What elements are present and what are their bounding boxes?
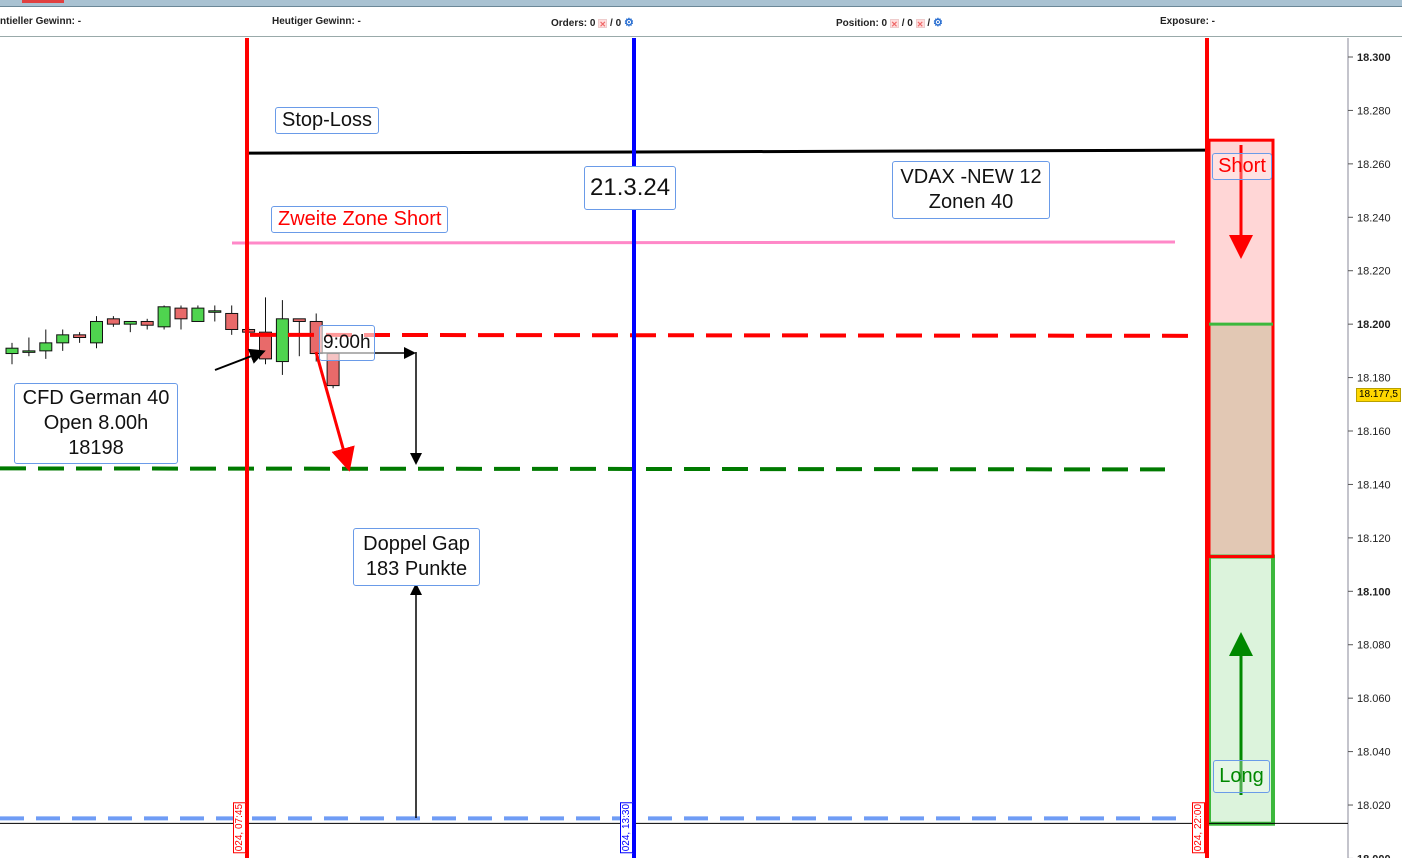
candle-body: [22, 350, 36, 353]
neutral-zone: [1209, 324, 1274, 557]
date-label[interactable]: 21.3.24: [584, 166, 677, 210]
long-label[interactable]: Long: [1213, 760, 1270, 793]
gap-line2: 183 Punkte: [365, 558, 468, 580]
position-sep2: /: [927, 18, 931, 29]
axis-tick-label: 18.260: [1357, 159, 1391, 171]
nine-oclock-label[interactable]: 9:00h: [319, 325, 375, 361]
axis-tick-label: 18.000: [1357, 853, 1391, 858]
current-price-marker: 18.177,5: [1356, 388, 1401, 402]
arrow-to-open: [214, 348, 266, 371]
gap-line1: Doppel Gap: [363, 533, 470, 555]
axis-tick-label: 18.300: [1357, 52, 1391, 64]
candle-body: [292, 318, 306, 322]
candle-body: [56, 334, 70, 344]
axis-tick-label: 18.180: [1357, 373, 1391, 385]
candle-body: [275, 318, 289, 363]
exposure: Exposure: -: [1160, 16, 1216, 27]
candle-body: [191, 307, 205, 322]
axis-tick-label: 18.160: [1357, 426, 1391, 438]
position-sep: / 0: [901, 18, 913, 29]
candle-body: [39, 342, 53, 352]
candle-body: [174, 307, 188, 320]
close-position2-icon[interactable]: ✕: [915, 18, 925, 29]
axis-tick-label: 18.220: [1357, 266, 1391, 278]
date-marker-1330: 024, 13:30: [620, 802, 633, 854]
stop-loss-line: [246, 148, 1208, 155]
open-level-line: [249, 332, 1191, 338]
candle-body: [123, 320, 137, 325]
drop-arrow: [314, 351, 355, 472]
axis-tick-label: 18.200: [1357, 319, 1391, 331]
zone2-short-label[interactable]: Zweite Zone Short: [271, 206, 449, 233]
candle-body: [225, 312, 239, 330]
axis-tick-label: 18.040: [1357, 747, 1391, 759]
vdax-line2: Zonen 40: [928, 191, 1014, 213]
tab-indicator: [22, 0, 64, 3]
candle-body: [73, 334, 87, 339]
candle-body: [157, 306, 171, 328]
axis-tick-label: 18.120: [1357, 533, 1391, 545]
cancel-orders-icon[interactable]: ✕: [598, 18, 608, 29]
cfd-line1: CFD German 40: [22, 387, 170, 409]
candle-body: [208, 310, 222, 313]
candle-body: [106, 318, 120, 325]
date-marker-2200: 024, 22:00: [1192, 802, 1205, 854]
position-settings-icon[interactable]: ⚙: [932, 17, 943, 29]
orders-label: Orders: 0: [551, 18, 596, 29]
potential-profit: ntieller Gewinn: -: [0, 16, 82, 27]
cfd-open-label[interactable]: CFD German 40 Open 8.00h 18198: [14, 383, 178, 464]
orders-sep: / 0: [610, 18, 622, 29]
axis-tick-label: 18.100: [1357, 586, 1391, 598]
double-gap-label[interactable]: Doppel Gap 183 Punkte: [353, 528, 480, 586]
zone2-short-line: [231, 240, 1176, 245]
date-marker-0745: 024, 07:45: [233, 802, 246, 854]
candle-body: [5, 347, 19, 355]
orders-settings-icon[interactable]: ⚙: [623, 17, 634, 29]
axis-tick-label: 18.020: [1357, 800, 1391, 812]
axis-tick-label: 18.080: [1357, 640, 1391, 652]
stop-loss-label[interactable]: Stop-Loss: [275, 107, 380, 134]
axis-tick-label: 18.240: [1357, 212, 1391, 224]
candle-body: [90, 320, 103, 344]
target-level-line: [0, 466, 1166, 472]
account-info-bar: ntieller Gewinn: - Heutiger Gewinn: - Or…: [0, 7, 1402, 37]
axis-tick-label: 18.280: [1357, 105, 1391, 117]
vdax-label[interactable]: VDAX -NEW 12 Zonen 40: [892, 161, 1050, 219]
cfd-line3: 18198: [68, 437, 124, 459]
vdax-line1: VDAX -NEW 12: [900, 166, 1042, 188]
today-profit: Heutiger Gewinn: -: [272, 16, 361, 27]
axis-tick-label: 18.060: [1357, 693, 1391, 705]
cfd-line2: Open 8.00h: [43, 412, 149, 434]
axis-tick-label: 18.140: [1357, 479, 1391, 491]
window-titlebar: [0, 0, 1402, 7]
position-label: Position: 0: [836, 18, 888, 29]
short-label[interactable]: Short: [1212, 153, 1272, 180]
candle-body: [140, 320, 154, 326]
close-position-icon[interactable]: ✕: [889, 18, 899, 29]
price-chart[interactable]: 18.300 18.280 18.260 18.240 18.220 18.200 18.1…: [0, 38, 1402, 858]
